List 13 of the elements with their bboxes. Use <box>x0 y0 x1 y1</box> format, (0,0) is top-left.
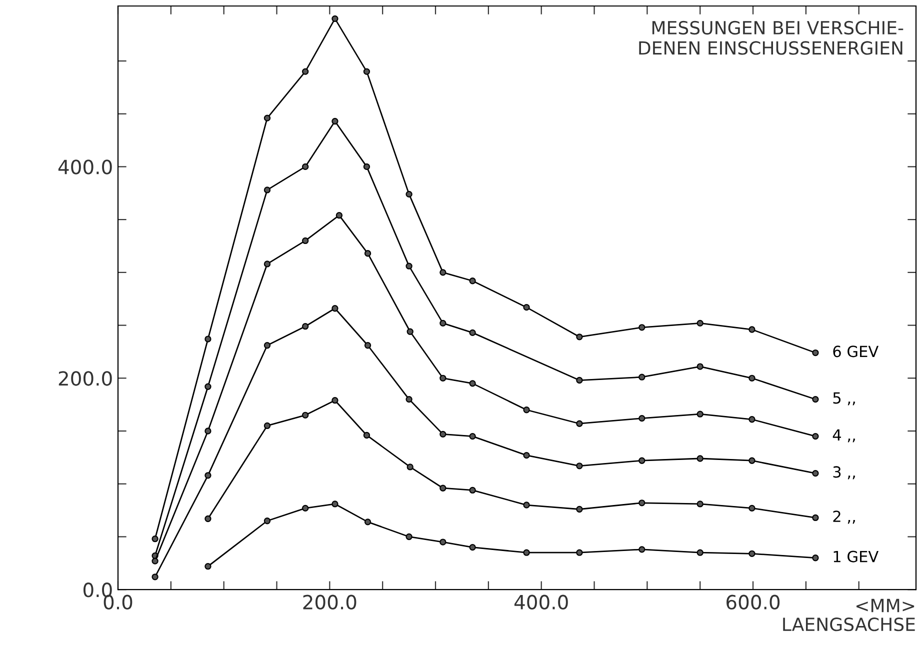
x-tick-label: 400.0 <box>514 594 568 610</box>
x-axis-title: <MM> LAENGSACHSE <box>783 598 915 632</box>
series-label: 6 GEV <box>833 346 879 358</box>
y-tick-label: 200.0 <box>58 371 112 386</box>
series-label: 4 ,, <box>832 429 855 442</box>
x-tick-label: 600.0 <box>726 594 780 610</box>
y-tick-label: 400.0 <box>58 160 112 174</box>
series-label: 3 ,, <box>833 466 855 480</box>
series-label: 5 ,, <box>833 392 855 406</box>
series-label: 1 GEV <box>834 550 879 562</box>
series-label: 2 ,, <box>833 510 855 524</box>
text: MESSUNGEN BEI VERSCHIE- DENEN EINSCHUSSENERGIEN <box>639 20 904 55</box>
x-tick-label: 200.0 <box>303 594 356 610</box>
